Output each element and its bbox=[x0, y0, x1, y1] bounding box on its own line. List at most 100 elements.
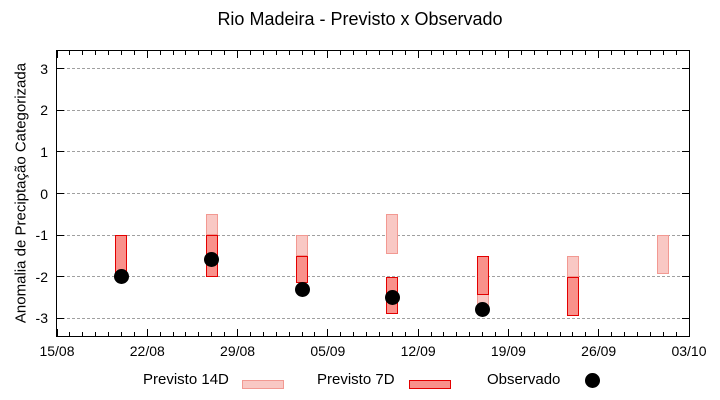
x-tick-bottom bbox=[662, 332, 664, 336]
observado-dot bbox=[294, 281, 310, 297]
x-tick-top bbox=[598, 51, 600, 58]
x-tick-top bbox=[649, 51, 651, 55]
x-tick-bottom bbox=[559, 332, 561, 336]
x-tick-top bbox=[340, 51, 342, 55]
x-tick-bottom bbox=[636, 332, 638, 336]
y-tick-left bbox=[57, 234, 64, 236]
x-tick-top bbox=[482, 51, 484, 55]
x-tick-top bbox=[456, 51, 458, 55]
y-tick-right bbox=[682, 193, 689, 194]
x-tick-top bbox=[520, 51, 522, 55]
observado-dot bbox=[113, 269, 129, 285]
y-tick-label: 0 bbox=[40, 185, 48, 202]
x-tick-bottom bbox=[340, 332, 342, 336]
y-tick-left bbox=[57, 109, 64, 111]
x-tick-top bbox=[585, 51, 587, 55]
x-tick-bottom bbox=[262, 332, 264, 336]
x-tick-label: 29/08 bbox=[220, 343, 256, 359]
x-tick-bottom bbox=[237, 329, 239, 336]
y-tick-left bbox=[57, 317, 64, 319]
legend: Previsto 14D Previsto 7D Observado bbox=[0, 366, 720, 396]
x-tick-label: 15/08 bbox=[39, 343, 75, 359]
x-tick-bottom bbox=[288, 332, 290, 336]
legend-label-previsto-7d: Previsto 7D bbox=[317, 371, 395, 388]
x-tick-bottom bbox=[378, 332, 380, 336]
y-tick-label: 1 bbox=[40, 143, 48, 160]
x-tick-top bbox=[146, 51, 148, 58]
x-tick-top bbox=[611, 51, 613, 55]
x-tick-bottom bbox=[688, 329, 690, 336]
x-tick-top bbox=[249, 51, 251, 55]
x-tick-label: 12/09 bbox=[400, 343, 436, 359]
legend-swatch-previsto-14d bbox=[242, 380, 284, 389]
previsto-14d-bar bbox=[205, 214, 218, 236]
x-tick-bottom bbox=[120, 332, 122, 336]
x-tick-top bbox=[675, 51, 677, 55]
x-tick-bottom bbox=[675, 332, 677, 336]
x-tick-top bbox=[108, 51, 110, 55]
x-tick-bottom bbox=[495, 332, 497, 336]
plot-area bbox=[56, 50, 690, 337]
x-tick-top bbox=[443, 51, 445, 55]
x-tick-label: 03/10 bbox=[671, 343, 707, 359]
previsto-7d-bar bbox=[566, 276, 579, 317]
x-tick-top bbox=[120, 51, 122, 55]
x-tick-bottom bbox=[56, 329, 58, 336]
previsto-7d-bar bbox=[296, 255, 309, 283]
x-tick-bottom bbox=[611, 332, 613, 336]
previsto-14d-bar bbox=[566, 255, 579, 277]
y-tick-left bbox=[57, 68, 64, 70]
x-tick-bottom bbox=[507, 329, 509, 336]
x-tick-top bbox=[507, 51, 509, 58]
x-tick-top bbox=[378, 51, 380, 55]
x-tick-bottom bbox=[469, 332, 471, 336]
x-tick-top bbox=[262, 51, 264, 55]
y-tick-left bbox=[57, 151, 64, 153]
previsto-14d-bar bbox=[657, 235, 670, 275]
x-tick-bottom bbox=[391, 332, 393, 336]
gridline-y-2 bbox=[57, 276, 689, 278]
x-tick-top bbox=[275, 51, 277, 55]
x-tick-bottom bbox=[546, 332, 548, 336]
x-tick-top bbox=[211, 51, 213, 55]
y-tick-right bbox=[682, 109, 689, 111]
x-tick-label: 22/08 bbox=[129, 343, 165, 359]
x-tick-bottom bbox=[275, 332, 277, 336]
x-tick-bottom bbox=[417, 329, 419, 336]
x-tick-top bbox=[572, 51, 574, 55]
y-tick-label: -2 bbox=[35, 268, 48, 285]
gridline-y3 bbox=[57, 68, 689, 70]
x-tick-bottom bbox=[69, 332, 71, 336]
x-tick-bottom bbox=[224, 332, 226, 336]
x-tick-top bbox=[224, 51, 226, 55]
x-tick-bottom bbox=[159, 332, 161, 336]
x-tick-top bbox=[366, 51, 368, 55]
x-tick-top bbox=[288, 51, 290, 55]
x-tick-top bbox=[469, 51, 471, 55]
x-tick-bottom bbox=[482, 332, 484, 336]
x-tick-bottom bbox=[95, 332, 97, 336]
x-tick-label: 05/09 bbox=[310, 343, 346, 359]
x-tick-label: 26/09 bbox=[581, 343, 617, 359]
x-tick-bottom bbox=[649, 332, 651, 336]
x-tick-top bbox=[95, 51, 97, 55]
x-tick-top bbox=[559, 51, 561, 55]
y-tick-right bbox=[682, 317, 689, 319]
x-tick-top bbox=[636, 51, 638, 55]
x-tick-bottom bbox=[520, 332, 522, 336]
x-tick-top bbox=[533, 51, 535, 55]
x-tick-bottom bbox=[146, 329, 148, 336]
observado-dot bbox=[384, 289, 400, 305]
x-tick-bottom bbox=[172, 332, 174, 336]
y-tick-left bbox=[57, 193, 64, 194]
x-tick-top bbox=[69, 51, 71, 55]
x-tick-bottom bbox=[404, 332, 406, 336]
x-tick-bottom bbox=[82, 332, 84, 336]
x-tick-bottom bbox=[185, 332, 187, 336]
x-tick-bottom bbox=[366, 332, 368, 336]
x-tick-bottom bbox=[211, 332, 213, 336]
y-tick-label: -3 bbox=[35, 310, 48, 327]
x-tick-top bbox=[198, 51, 200, 55]
x-tick-top bbox=[546, 51, 548, 55]
y-tick-label: -1 bbox=[35, 227, 48, 244]
